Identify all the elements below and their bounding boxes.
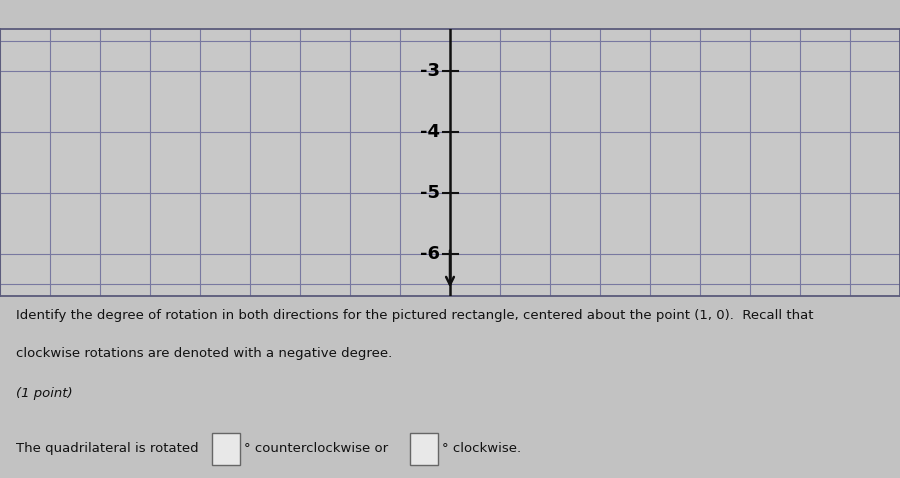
FancyBboxPatch shape: [410, 433, 438, 465]
Text: -6: -6: [420, 245, 440, 263]
Text: -5: -5: [420, 184, 440, 202]
Text: ° clockwise.: ° clockwise.: [442, 443, 521, 456]
Text: -3: -3: [420, 62, 440, 80]
Text: ° counterclockwise or: ° counterclockwise or: [244, 443, 388, 456]
Text: clockwise rotations are denoted with a negative degree.: clockwise rotations are denoted with a n…: [16, 347, 392, 360]
FancyBboxPatch shape: [212, 433, 240, 465]
Text: The quadrilateral is rotated: The quadrilateral is rotated: [16, 443, 199, 456]
Text: (1 point): (1 point): [16, 387, 73, 400]
Text: Identify the degree of rotation in both directions for the pictured rectangle, c: Identify the degree of rotation in both …: [16, 309, 814, 322]
Text: -4: -4: [420, 123, 440, 141]
